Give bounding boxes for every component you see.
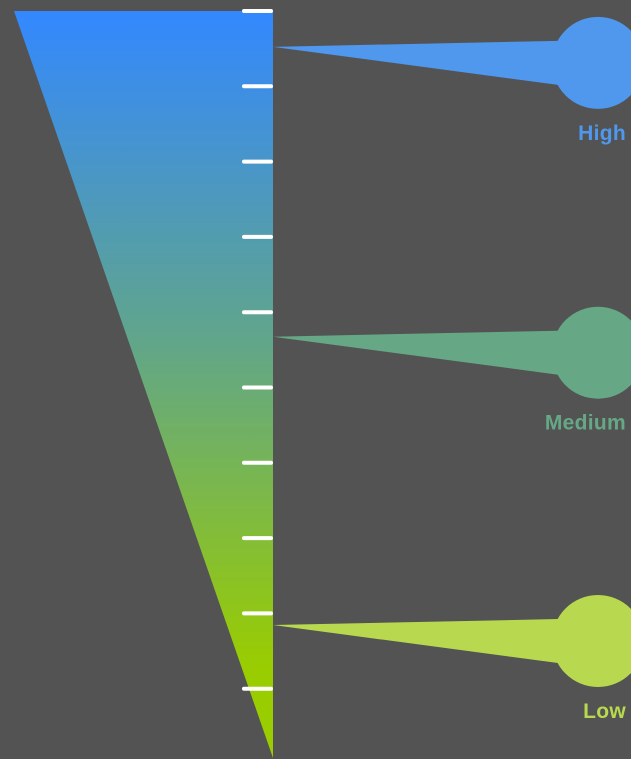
level-label-high: High	[578, 122, 626, 145]
callout-bubble-low	[552, 595, 631, 688]
scale-ticks	[242, 9, 273, 691]
gradient-wedge	[14, 11, 273, 758]
level-label-low: Low	[583, 700, 626, 723]
level-callout-low: Low	[273, 595, 631, 723]
callout-pointer-high	[273, 40, 558, 85]
callout-pointer-medium	[273, 330, 558, 375]
level-label-medium: Medium	[545, 412, 626, 435]
level-callouts: High Medium Low	[273, 16, 631, 723]
callout-bubble-medium	[552, 306, 631, 399]
callout-pointer-low	[273, 619, 558, 664]
level-callout-high: High	[273, 16, 631, 145]
level-callout-medium: Medium	[273, 306, 631, 435]
callout-bubble-high	[552, 16, 631, 109]
